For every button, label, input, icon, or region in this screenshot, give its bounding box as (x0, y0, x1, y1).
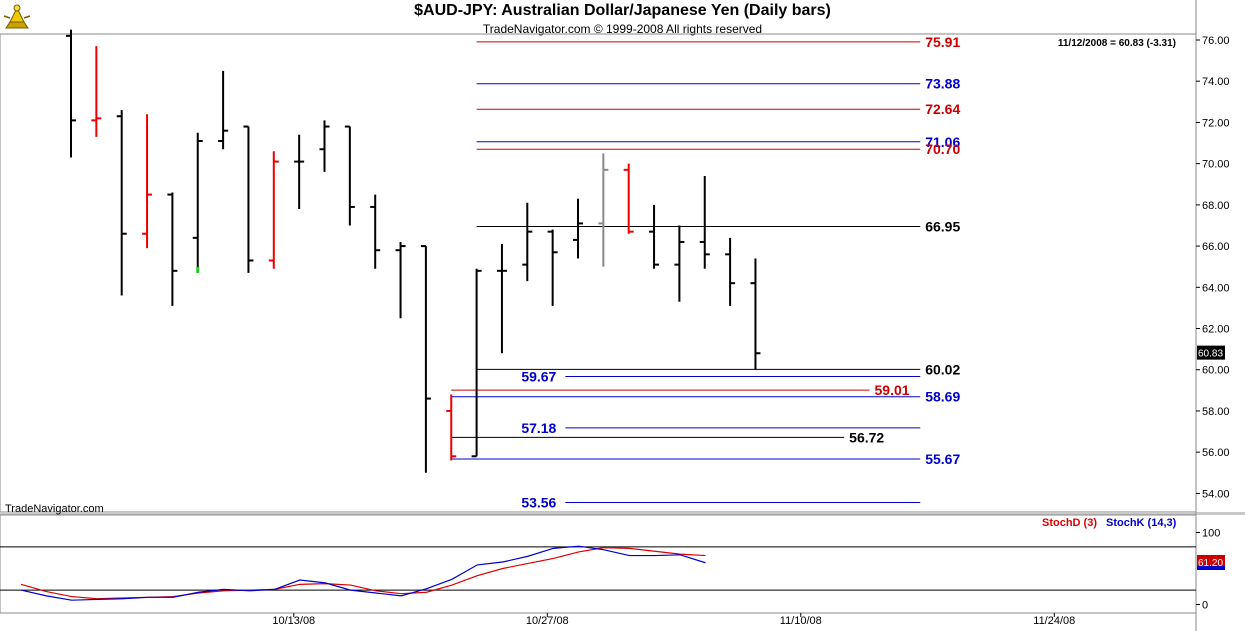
y-tick-label: 66.00 (1202, 241, 1230, 253)
level-label: 60.02 (925, 361, 960, 377)
stoch-series-line (20, 545, 706, 601)
stoch-last-value-label: 61.20 (1198, 558, 1223, 569)
stoch-y-tick-label: 0 (1202, 600, 1208, 612)
y-tick-label: 76.00 (1202, 35, 1230, 47)
level-label: 57.18 (521, 420, 556, 436)
watermark-text: TradeNavigator.com (5, 503, 104, 515)
level-label: 59.67 (521, 369, 556, 385)
x-tick-label: 11/24/08 (1033, 615, 1075, 627)
level-label: 58.69 (925, 389, 960, 405)
y-tick-label: 58.00 (1202, 406, 1230, 418)
y-tick-label: 60.00 (1202, 365, 1230, 377)
y-tick-label: 72.00 (1202, 117, 1230, 129)
last-price-label: 60.83 (1198, 349, 1223, 360)
chart-title: $AUD-JPY: Australian Dollar/Japanese Yen… (414, 2, 831, 19)
level-label: 75.91 (925, 34, 960, 50)
stochastic-panel-frame (0, 514, 1197, 614)
stoch-y-tick-label: 100 (1202, 528, 1220, 540)
y-tick-label: 74.00 (1202, 76, 1230, 88)
level-label: 55.67 (925, 451, 960, 467)
y-tick-label: 68.00 (1202, 200, 1230, 212)
level-label: 59.01 (875, 382, 910, 398)
y-tick-label: 64.00 (1202, 282, 1230, 294)
level-label: 53.56 (521, 494, 556, 510)
chart-header: $AUD-JPY: Australian Dollar/Japanese Yen… (0, 0, 1245, 38)
level-label: 66.95 (925, 219, 960, 235)
copyright-text: TradeNavigator.com © 1999-2008 All right… (482, 22, 763, 36)
x-tick-label: 10/27/08 (526, 615, 569, 627)
x-tick-label: 10/13/08 (272, 615, 315, 627)
y-tick-label: 70.00 (1202, 159, 1230, 171)
level-label: 71.06 (925, 134, 960, 150)
stoch-legend-d: StochD (3) (1042, 517, 1097, 529)
y-tick-label: 62.00 (1202, 324, 1230, 336)
last-value-info: 11/12/2008 = 60.83 (-3.31) (1058, 38, 1176, 49)
last-price-tag (1197, 345, 1225, 360)
y-tick-label: 56.00 (1202, 447, 1230, 459)
stoch-last-value-tag (1197, 555, 1225, 569)
level-label: 73.88 (925, 76, 960, 92)
panel-separator (0, 512, 1245, 515)
level-label: 72.64 (925, 101, 960, 117)
stoch-last-value-tag-k (1197, 566, 1225, 570)
level-label: 70.70 (925, 141, 960, 157)
stoch-legend-k: StochK (14,3) (1106, 517, 1177, 529)
level-label: 56.72 (849, 429, 884, 445)
x-tick-label: 11/10/08 (780, 615, 822, 627)
price-panel-frame (0, 33, 1197, 513)
trade-navigator-logo-icon (3, 4, 31, 29)
y-tick-label: 54.00 (1202, 488, 1230, 500)
